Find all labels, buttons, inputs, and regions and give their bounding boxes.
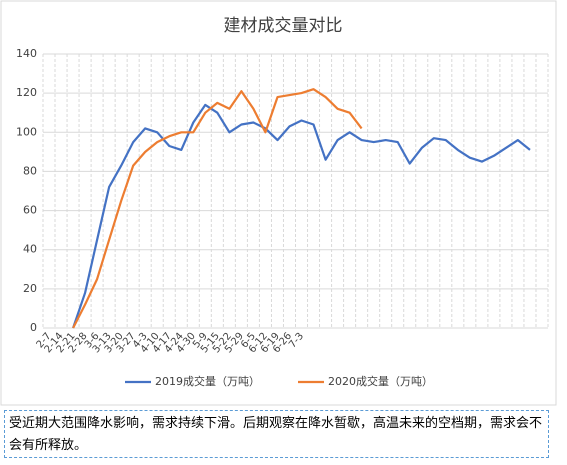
y-tick-label: 20 <box>23 282 37 295</box>
legend-label: 2019成交量（万吨） <box>155 374 260 388</box>
line-series <box>72 88 363 329</box>
y-tick-label: 80 <box>23 164 37 177</box>
y-tick-label: 40 <box>23 243 37 256</box>
y-tick-label: 0 <box>30 321 37 334</box>
y-tick-label: 140 <box>16 47 37 60</box>
y-tick-label: 120 <box>16 86 37 99</box>
line-series <box>72 103 531 329</box>
legend-label: 2020成交量（万吨） <box>328 374 433 388</box>
chart-border <box>0 0 557 406</box>
chart: 建材成交量对比 0204060801001201402-72-142-212-2… <box>0 0 557 406</box>
chart-title: 建材成交量对比 <box>224 16 343 36</box>
y-tick-label: 60 <box>23 204 37 217</box>
y-tick-label: 100 <box>16 125 37 138</box>
caption: 受近期大范围降水影响，需求持续下滑。后期观察在降水暂歇，高温未来的空档期，需求会… <box>4 410 549 458</box>
